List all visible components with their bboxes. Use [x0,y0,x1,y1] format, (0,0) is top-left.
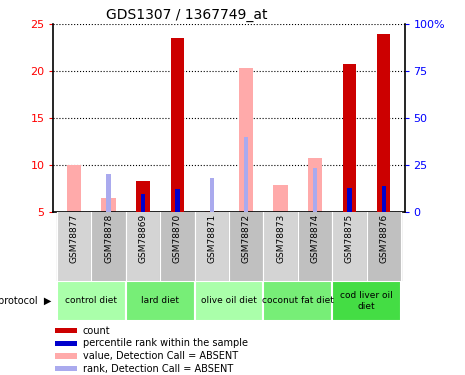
Text: lard diet: lard diet [141,296,179,305]
Bar [264,212,298,281]
Text: GSM78876: GSM78876 [379,214,388,263]
Bar [298,212,332,281]
Text: rank, Detection Call = ABSENT: rank, Detection Call = ABSENT [83,364,233,374]
Bar [205,211,219,212]
Text: value, Detection Call = ABSENT: value, Detection Call = ABSENT [83,351,238,361]
Bar [126,281,194,321]
Bar [378,34,391,212]
Bar [126,212,160,281]
Text: GSM78878: GSM78878 [104,214,113,263]
Bar [101,198,116,212]
Bar [210,178,214,212]
Bar [57,212,91,281]
Bar [91,212,126,281]
Bar [55,354,78,358]
Bar [57,281,126,321]
Text: GSM78871: GSM78871 [207,214,216,263]
Bar [106,174,111,212]
Text: GSM78873: GSM78873 [276,214,285,263]
Text: GSM78870: GSM78870 [173,214,182,263]
Bar [308,158,322,212]
Bar [343,64,356,212]
Text: cod liver oil
diet: cod liver oil diet [340,291,393,310]
Bar [332,212,367,281]
Bar [55,341,78,346]
Text: GSM78874: GSM78874 [311,214,319,263]
Bar [175,189,179,212]
Bar [229,212,264,281]
Bar [136,181,150,212]
Bar [67,165,81,212]
Text: GSM78875: GSM78875 [345,214,354,263]
Bar [244,137,248,212]
Bar [313,168,317,212]
Bar [264,281,332,321]
Bar [382,186,386,212]
Text: percentile rank within the sample: percentile rank within the sample [83,338,248,348]
Text: GSM78872: GSM78872 [242,214,251,263]
Text: protocol  ▶: protocol ▶ [0,296,51,306]
Bar [171,39,184,212]
Text: count: count [83,326,111,336]
Text: olive oil diet: olive oil diet [201,296,257,305]
Text: GSM78869: GSM78869 [139,214,147,263]
Bar [194,281,264,321]
Text: control diet: control diet [66,296,117,305]
Text: coconut fat diet: coconut fat diet [262,296,334,305]
Bar [273,185,288,212]
Bar [367,212,401,281]
Bar [55,328,78,333]
Bar [239,68,253,212]
Bar [347,158,352,212]
Bar [332,281,401,321]
Bar [347,188,352,212]
Bar [55,366,78,371]
Text: GDS1307 / 1367749_at: GDS1307 / 1367749_at [106,8,268,22]
Bar [194,212,229,281]
Text: GSM78877: GSM78877 [70,214,79,263]
Bar [160,212,194,281]
Bar [141,194,145,212]
